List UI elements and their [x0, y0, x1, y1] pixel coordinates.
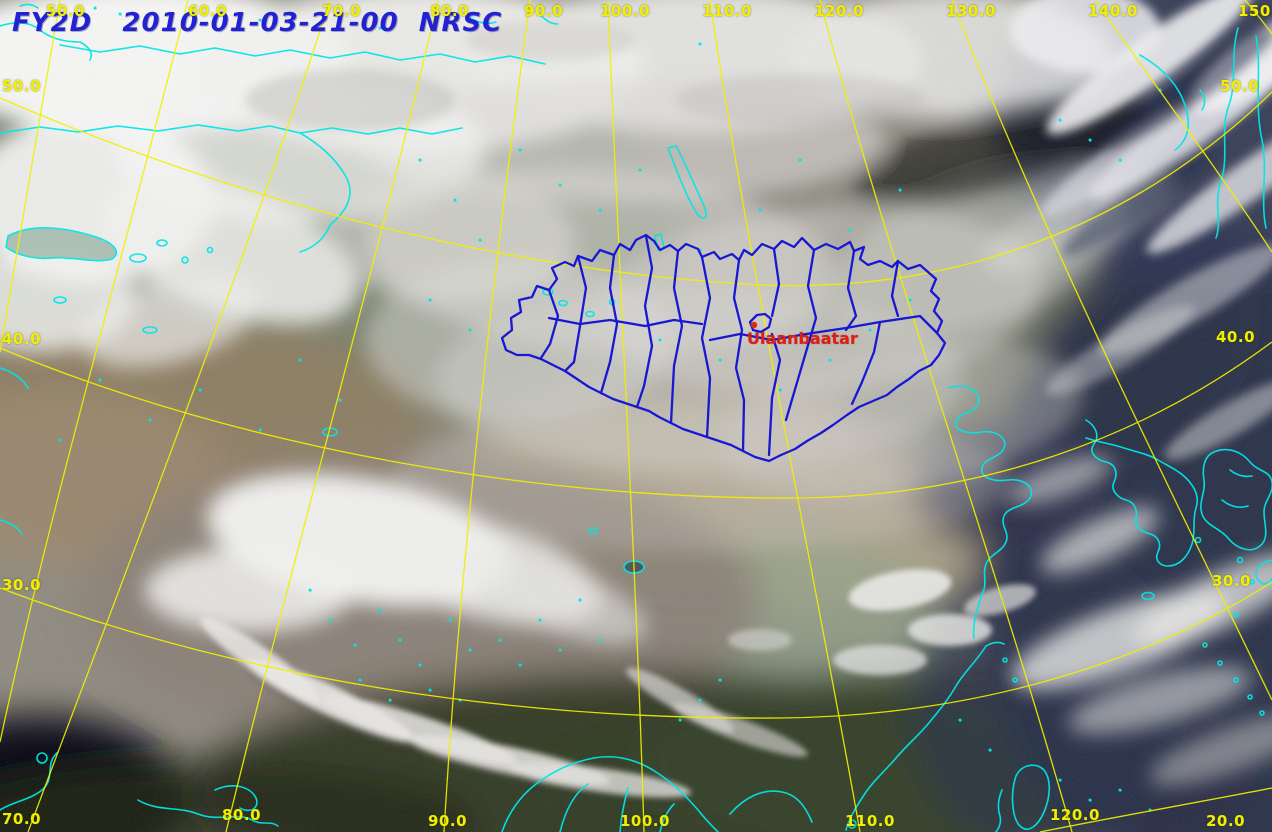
- grid-label-right-40: 40.0: [1216, 328, 1256, 346]
- grid-label-right-30: 30.0: [1212, 572, 1252, 590]
- grid-label-bottom-110: 110.0: [845, 812, 895, 830]
- grid-label-right-50: 50.0: [1220, 77, 1260, 95]
- grid-label-left-50: 50.0: [2, 77, 42, 95]
- grid-label-top-50: 50.0: [46, 2, 86, 20]
- grid-label-top-140: 140.0: [1088, 2, 1138, 20]
- grid-label-top-60: 60.0: [188, 2, 228, 20]
- grid-label-top-120: 120.0: [814, 2, 864, 20]
- image-title: FY2D 2010-01-03-21-00 NRSC: [12, 8, 503, 38]
- meridian-70e: [27, 0, 331, 832]
- meridian-110e: [709, 0, 861, 832]
- meridian-130e: [951, 0, 1272, 701]
- meridian-80e: [225, 0, 439, 832]
- grid-label-left-30: 30.0: [2, 576, 42, 594]
- coastline-layer: [0, 3, 1272, 832]
- city-label-ulaanbaatar: Ulaanbaatar: [747, 329, 858, 348]
- grid-label-top-100: 100.0: [600, 2, 650, 20]
- meridian-90e: [443, 0, 531, 832]
- grid-label-bottom-100: 100.0: [620, 812, 670, 830]
- parallel-40n: [0, 341, 1272, 499]
- ulaanbaatar-enclave-boundary: [748, 312, 773, 334]
- grid-label-left-40: 40.0: [2, 330, 42, 348]
- grid-label-top-80: 80.0: [430, 2, 470, 20]
- grid-label-top-70: 70.0: [322, 2, 362, 20]
- grid-label-bottom-120: 120.0: [1050, 806, 1100, 824]
- meridian-140e: [1094, 0, 1272, 253]
- grid-label-bottom-20: 20.0: [1206, 812, 1246, 830]
- grid-label-top-110: 110.0: [702, 2, 752, 20]
- grid-label-top-150: 150.0: [1238, 2, 1272, 20]
- grid-label-bottom-70: 70.0: [2, 810, 42, 828]
- mongolia-boundary-layer: [500, 233, 947, 463]
- grid-label-bottom-80: 80.0: [222, 806, 262, 824]
- meridian-150e: [1244, 0, 1272, 35]
- grid-label-top-130: 130.0: [946, 2, 996, 20]
- ulaanbaatar-city-dot: [750, 321, 758, 329]
- meridian-100e: [607, 0, 645, 832]
- parallel-30n: [0, 581, 1272, 719]
- grid-label-bottom-90: 90.0: [428, 812, 468, 830]
- grid-label-top-90: 90.0: [524, 2, 564, 20]
- meridian-50e: [0, 0, 61, 353]
- meridian-120e: [819, 0, 1073, 832]
- meridian-60e: [0, 0, 189, 743]
